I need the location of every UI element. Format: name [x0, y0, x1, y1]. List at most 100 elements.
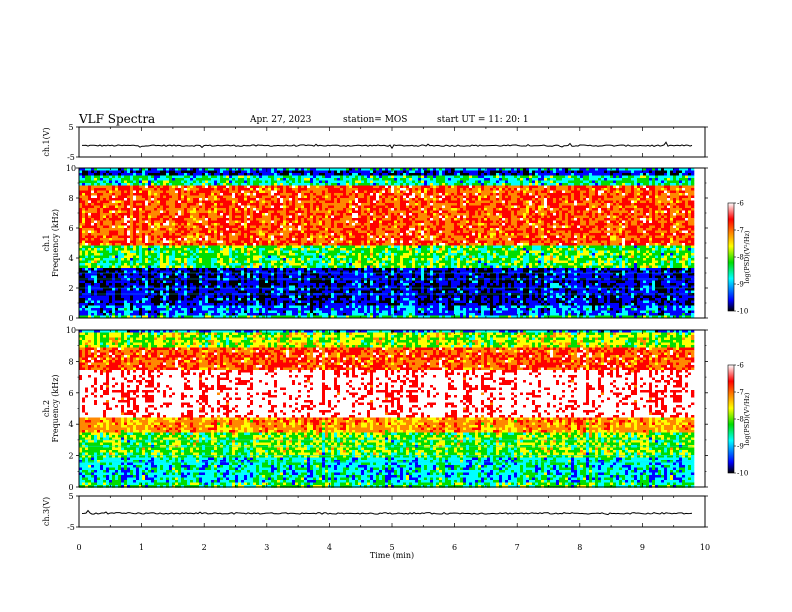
spectrogram-cell — [109, 296, 112, 299]
spectrogram-cell — [112, 258, 115, 261]
spectrogram-cell — [157, 191, 160, 194]
spectrogram-cell — [157, 301, 160, 304]
spectrogram-cell — [145, 288, 148, 291]
spectrogram-cell — [181, 198, 184, 201]
spectrogram-cell — [160, 268, 163, 271]
spectrogram-cell — [94, 173, 97, 176]
spectrogram-cell — [169, 293, 172, 296]
spectrogram-cell — [178, 221, 181, 224]
spectrogram-cell — [127, 213, 130, 216]
spectrogram-cell — [142, 256, 145, 259]
spectrogram-cell — [112, 238, 115, 241]
spectrogram-cell — [169, 306, 172, 309]
spectrogram-cell — [142, 216, 145, 219]
spectrogram-cell — [136, 226, 139, 229]
spectrogram-cell — [145, 268, 148, 271]
spectrogram-cell — [166, 236, 169, 239]
spectrogram-cell — [151, 283, 154, 286]
spectrogram-cell — [94, 198, 97, 201]
spectrogram-cell — [175, 236, 178, 239]
spectrogram-cell — [103, 293, 106, 296]
spectrogram-cell — [91, 223, 94, 226]
spectrogram-cell — [154, 283, 157, 286]
spectrogram-cell — [142, 181, 145, 184]
spectrogram-cell — [154, 171, 157, 174]
spectrogram-cell — [106, 228, 109, 231]
spectrogram-cell — [166, 201, 169, 204]
spectrogram-cell — [133, 213, 136, 216]
spectrogram-cell — [106, 248, 109, 251]
spectrogram-cell — [139, 256, 142, 259]
spectrogram-cell — [100, 206, 103, 209]
spectrogram-cell — [82, 266, 85, 269]
spectrogram-cell — [151, 231, 154, 234]
spectrogram-cell — [124, 216, 127, 219]
spectrogram-cell — [184, 281, 187, 284]
spectrogram-cell — [133, 241, 136, 244]
spectrogram-cell — [124, 311, 127, 314]
spectrogram-cell — [187, 306, 190, 309]
spectrogram-cell — [166, 311, 169, 314]
spectrogram-cell — [169, 201, 172, 204]
spectrogram-cell — [133, 178, 136, 181]
spectrogram-cell — [163, 293, 166, 296]
spectrogram-cell — [157, 228, 160, 231]
spectrogram-cell — [100, 253, 103, 256]
spectrogram-cell — [184, 298, 187, 301]
spectrogram-cell — [181, 236, 184, 239]
spectrogram-cell — [169, 251, 172, 254]
spectrogram-cell — [121, 203, 124, 206]
spectrogram-cell — [175, 268, 178, 271]
spectrogram-cell — [139, 296, 142, 299]
spectrogram-cell — [133, 273, 136, 276]
spectrogram-cell — [136, 193, 139, 196]
spectrogram-cell — [175, 173, 178, 176]
spectrogram-cell — [85, 201, 88, 204]
spectrogram-cell — [118, 178, 121, 181]
spectrogram-cell — [91, 303, 94, 306]
spectrogram-cell — [133, 293, 136, 296]
spectrogram-cell — [178, 188, 181, 191]
spectrogram-cell — [124, 188, 127, 191]
spectrogram-cell — [112, 221, 115, 224]
spectrogram-cell — [151, 206, 154, 209]
spectrogram-cell — [142, 268, 145, 271]
spectrogram-cell — [118, 313, 121, 316]
spectrogram-cell — [148, 266, 151, 269]
spectrogram-cell — [139, 276, 142, 279]
spectrogram-cell — [145, 261, 148, 264]
spectrogram-cell — [94, 233, 97, 236]
spectrogram-cell — [103, 253, 106, 256]
spectrogram-cell — [106, 203, 109, 206]
spectrogram-cell — [130, 221, 133, 224]
spectrogram-cell — [187, 188, 190, 191]
spectrogram-cell — [163, 276, 166, 279]
spectrogram-cell — [97, 278, 100, 281]
spectrogram-cell — [145, 298, 148, 301]
spectrogram-cell — [139, 303, 142, 306]
spectrogram-cell — [112, 263, 115, 266]
spectrogram-cell — [106, 268, 109, 271]
spectrogram-cell — [181, 181, 184, 184]
spectrogram-cell — [184, 273, 187, 276]
spectrogram-cell — [148, 193, 151, 196]
spectrogram-cell — [163, 246, 166, 249]
spectrogram-cell — [127, 308, 130, 311]
spectrogram-cell — [127, 293, 130, 296]
spectrogram-cell — [124, 176, 127, 179]
spectrogram-cell — [151, 263, 154, 266]
spectrogram-cell — [121, 291, 124, 294]
spectrogram-cell — [100, 218, 103, 221]
spectrogram-cell — [103, 178, 106, 181]
spectrogram-cell — [184, 291, 187, 294]
spectrogram-cell — [175, 263, 178, 266]
spectrogram-cell — [166, 303, 169, 306]
spectrogram-cell — [148, 233, 151, 236]
spectrogram-cell — [154, 301, 157, 304]
spectrogram-cell — [178, 218, 181, 221]
spectrogram-cell — [103, 311, 106, 314]
spectrogram-cell — [142, 188, 145, 191]
spectrogram-cell — [109, 263, 112, 266]
spectrogram-cell — [127, 221, 130, 224]
spectrogram-cell — [124, 291, 127, 294]
